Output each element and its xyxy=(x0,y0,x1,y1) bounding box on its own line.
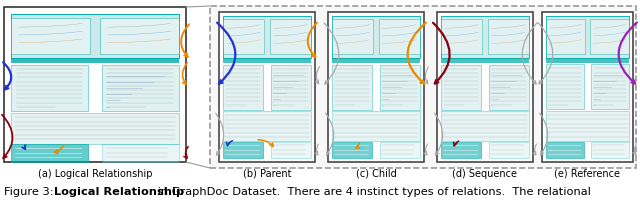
Text: Logical Relationship: Logical Relationship xyxy=(54,186,184,196)
Bar xyxy=(223,112,311,141)
Bar xyxy=(223,59,311,64)
Bar xyxy=(546,142,584,158)
Bar xyxy=(379,20,420,55)
Bar xyxy=(441,65,481,110)
Bar xyxy=(441,112,529,141)
Bar xyxy=(210,7,636,168)
Bar xyxy=(12,15,179,58)
Bar xyxy=(332,142,372,159)
Bar xyxy=(271,142,311,159)
Bar xyxy=(12,65,88,112)
Bar xyxy=(380,65,420,110)
Bar xyxy=(12,58,179,64)
Bar xyxy=(100,19,179,55)
Text: (c) Child: (c) Child xyxy=(356,168,396,178)
Text: (e) Reference: (e) Reference xyxy=(554,168,621,178)
Bar xyxy=(437,13,533,162)
Bar xyxy=(546,17,629,58)
Bar xyxy=(223,65,264,110)
Bar xyxy=(380,142,420,159)
Bar xyxy=(488,20,529,55)
Bar xyxy=(546,58,629,64)
Bar xyxy=(223,142,264,159)
Bar xyxy=(12,113,179,144)
Bar xyxy=(441,20,483,55)
Bar xyxy=(441,142,481,159)
Text: (b) Parent: (b) Parent xyxy=(243,168,291,178)
Bar xyxy=(332,17,420,59)
Bar xyxy=(223,20,264,55)
Bar xyxy=(269,20,311,55)
Bar xyxy=(4,8,186,162)
Text: (d) Sequence: (d) Sequence xyxy=(452,168,518,178)
Bar xyxy=(441,59,529,64)
Bar xyxy=(441,17,529,59)
Text: Figure 3:: Figure 3: xyxy=(4,186,57,196)
Bar xyxy=(590,20,629,55)
Bar xyxy=(488,65,529,110)
Bar xyxy=(102,145,179,162)
Bar xyxy=(332,112,420,141)
Bar xyxy=(591,142,629,158)
Bar xyxy=(488,142,529,159)
Bar xyxy=(219,13,315,162)
Bar xyxy=(546,111,629,141)
Bar xyxy=(12,19,90,55)
Bar xyxy=(332,20,373,55)
Bar xyxy=(546,20,585,55)
Bar xyxy=(542,13,633,162)
Bar xyxy=(332,65,372,110)
Bar xyxy=(546,65,584,110)
Bar xyxy=(332,59,420,64)
Bar xyxy=(223,17,311,59)
Bar xyxy=(12,145,88,162)
Bar xyxy=(591,65,629,110)
Bar xyxy=(271,65,311,110)
Bar xyxy=(328,13,424,162)
Text: (a) Logical Relationship: (a) Logical Relationship xyxy=(38,168,152,178)
Text: in GraphDoc Dataset.  There are 4 instinct types of relations.  The relational: in GraphDoc Dataset. There are 4 instinc… xyxy=(154,186,591,196)
Bar xyxy=(102,65,179,112)
